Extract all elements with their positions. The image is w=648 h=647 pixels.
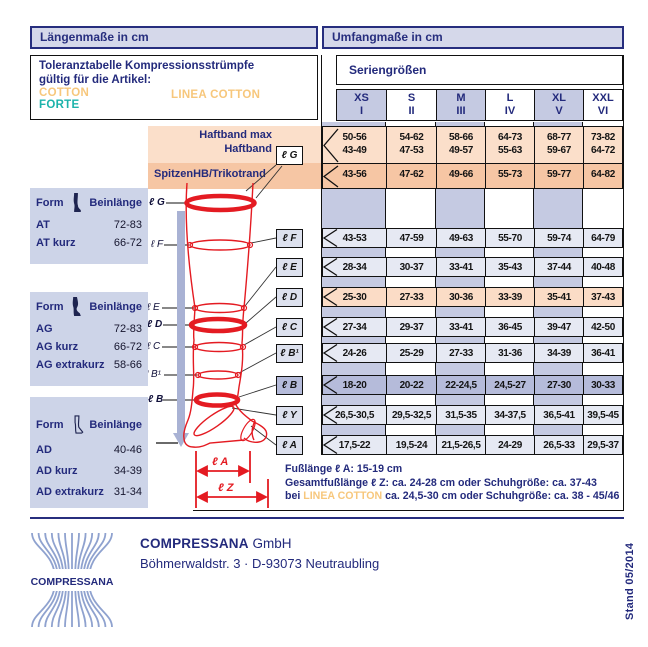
footnotes: Fußlänge ℓ A: 15-19 cm Gesamtfußlänge ℓ … bbox=[285, 463, 619, 504]
col-header-xs: XS I bbox=[337, 90, 386, 120]
measurement-rings bbox=[184, 193, 257, 408]
spitzen-label-area bbox=[148, 163, 321, 189]
form-label: Form bbox=[36, 419, 64, 431]
leg-label-g: ℓ G bbox=[149, 197, 165, 208]
leg-label-e: ℓ E bbox=[147, 302, 160, 313]
haftband-max-label: Haftband max bbox=[199, 129, 272, 141]
leg-label-b: ℓ B bbox=[148, 394, 164, 405]
article-cotton: COTTON bbox=[39, 87, 90, 99]
col-header-xl: XL V bbox=[534, 90, 583, 120]
row-lf: 43-53 47-59 49-63 55-70 59-74 64-79 bbox=[322, 228, 623, 248]
panel-border-bottom bbox=[193, 509, 623, 511]
beinlaenge-label: Beinlänge bbox=[89, 197, 142, 209]
footnote-linea-cotton: bei LINEA COTTON ca. 24,5-30 cm oder Sch… bbox=[285, 490, 620, 503]
haftband-values-table: 50-56 43-49 54-62 47-53 58-66 49-57 64-73 55… bbox=[322, 126, 623, 189]
label-box-g: ℓ G bbox=[276, 146, 303, 165]
seriengroessen-title-box: Seriengrößen bbox=[336, 55, 623, 85]
leg-icon-ag bbox=[72, 297, 81, 317]
panel-border-left bbox=[320, 55, 322, 455]
form-label: Form bbox=[36, 301, 64, 313]
stand-date: Stand 05/2014 bbox=[624, 542, 636, 620]
form-box-ag: Form Beinlänge AG 72-83 AG kurz 66-72 AG e… bbox=[30, 292, 148, 386]
haftband-values-row: 50-56 43-49 54-62 47-53 58-66 49-57 64-73 55… bbox=[323, 127, 622, 163]
col-header-xxl: XXL VI bbox=[583, 90, 622, 120]
footnote-fusslaenge: Fußlänge ℓ A: 15-19 cm bbox=[285, 463, 403, 475]
company-address: Böhmerwaldstr. 3 · D-93073 Neutraubling bbox=[140, 556, 380, 571]
linea-cotton-brand: LINEA COTTON bbox=[303, 490, 383, 503]
leg-label-f: ℓ F bbox=[151, 239, 164, 250]
label-box-c: ℓ C bbox=[276, 318, 303, 337]
label-box-b: ℓ B bbox=[276, 376, 303, 395]
label-box-d: ℓ D bbox=[276, 288, 303, 307]
haftband-label: Haftband bbox=[224, 143, 272, 155]
dim-label-z: ℓ Z bbox=[218, 482, 235, 494]
header-laengenmasse: Längenmaße in cm bbox=[30, 26, 318, 49]
leg-icon-ad bbox=[74, 415, 84, 434]
label-box-y: ℓ Y bbox=[276, 406, 303, 425]
leg-diagram: ℓ A ℓ Z bbox=[156, 164, 283, 508]
article-linea-cotton: LINEA COTTON bbox=[171, 89, 261, 101]
label-box-e: ℓ E bbox=[276, 258, 303, 277]
size-column-headers: XS I S II M III L IV XL V XXL VI bbox=[336, 89, 623, 121]
row-ld: 25-30 27-33 30-36 33-39 35-41 37-43 bbox=[322, 287, 623, 307]
compressana-logo: COMPRESSANA bbox=[26, 532, 118, 628]
company-name: COMPRESSANA GmbH bbox=[140, 536, 292, 551]
leg-label-d: ℓ D bbox=[147, 319, 163, 330]
row-lb: 18-20 20-22 22-24,5 24,5-27 27-30 30-33 bbox=[322, 375, 623, 395]
form-label: Form bbox=[36, 197, 64, 209]
article-forte: FORTE bbox=[39, 99, 80, 111]
footnote-gesamtfusslaenge: Gesamtfußlänge ℓ Z: ca. 24-28 cm oder Sc… bbox=[285, 476, 597, 489]
tolerance-info-box: Toleranztabelle Kompressionsstrümpfe gül… bbox=[30, 55, 318, 120]
dim-label-a: ℓ A bbox=[212, 456, 228, 468]
leg-label-b1: ℓ B¹ bbox=[145, 369, 162, 380]
col-header-m: M III bbox=[436, 90, 485, 120]
length-arrow bbox=[173, 211, 189, 447]
leg-label-c: ℓ C bbox=[147, 341, 161, 352]
haftband-labels: Haftband max Haftband bbox=[148, 128, 272, 156]
leg-icon-at bbox=[73, 193, 81, 213]
beinlaenge-label: Beinlänge bbox=[89, 301, 142, 313]
leg-outline bbox=[183, 182, 268, 448]
spitzen-values-row: 43-56 47-62 49-66 55-73 59-77 64-82 bbox=[323, 162, 622, 188]
tolerance-title-line1: Toleranztabelle Kompressionsstrümpfe bbox=[39, 60, 255, 72]
tolerance-title-line2: gültig für die Artikel: bbox=[39, 73, 152, 86]
col-header-s: S II bbox=[386, 90, 436, 120]
row-ly: 26,5-30,5 29,5-32,5 31,5-35 34-37,5 36,5-41 3… bbox=[322, 405, 623, 425]
spitzen-label: SpitzenHB/Trikotrand bbox=[154, 168, 266, 180]
label-box-b1: ℓ B¹ bbox=[276, 344, 303, 363]
row-lc: 27-34 29-37 33-41 36-45 39-47 42-50 bbox=[322, 317, 623, 337]
row-le: 28-34 30-37 33-41 35-43 37-44 40-48 bbox=[322, 257, 623, 277]
form-box-at: Form Beinlänge AT 72-83 AT kurz 66-72 bbox=[30, 188, 148, 264]
header-umfangmasse: Umfangmaße in cm bbox=[322, 26, 624, 49]
panel-border-right bbox=[622, 55, 624, 511]
row-lb1: 24-26 25-29 27-33 31-36 34-39 36-41 bbox=[322, 343, 623, 363]
label-box-f: ℓ F bbox=[276, 229, 303, 248]
form-box-ad: Form Beinlänge AD 40-46 AD kurz 34-39 AD e… bbox=[30, 397, 148, 508]
footer-divider bbox=[30, 517, 624, 519]
col-header-l: L IV bbox=[485, 90, 534, 120]
foot-dimension-arrows bbox=[195, 451, 269, 508]
row-la: 17,5-22 19,5-24 21,5-26,5 24-29 26,5-33 29,5-… bbox=[322, 435, 623, 455]
logo-wordmark: COMPRESSANA bbox=[31, 576, 114, 588]
beinlaenge-label: Beinlänge bbox=[89, 419, 142, 431]
label-box-a: ℓ A bbox=[276, 436, 303, 455]
